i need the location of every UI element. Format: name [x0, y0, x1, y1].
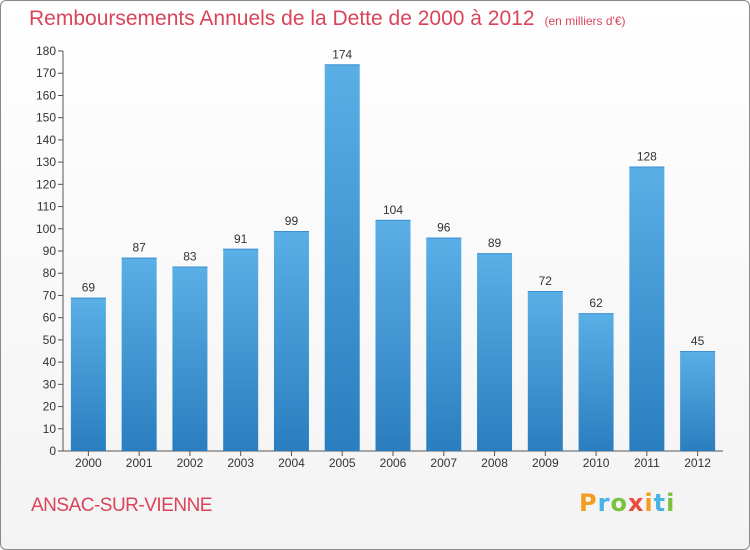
y-tick-label: 60	[43, 311, 57, 325]
logo-letter: P	[579, 489, 598, 517]
x-tick-label: 2008	[481, 456, 508, 470]
y-tick-label: 100	[36, 222, 56, 236]
bar	[426, 237, 462, 451]
data-label: 87	[132, 241, 146, 255]
chart-title-text: Remboursements Annuels de la Dette de 20…	[29, 7, 535, 30]
x-tick-label: 2011	[634, 456, 660, 470]
x-tick-label: 2004	[278, 456, 305, 470]
proxiti-logo: Proxiti	[579, 489, 675, 517]
data-label: 45	[691, 334, 705, 348]
data-label: 83	[183, 250, 197, 264]
data-label: 72	[539, 274, 553, 288]
bar	[527, 291, 563, 451]
x-tick-label: 2002	[177, 456, 204, 470]
y-tick-label: 0	[49, 444, 56, 458]
bar	[477, 253, 513, 451]
y-tick-label: 10	[43, 422, 57, 436]
y-tick-label: 150	[36, 111, 56, 125]
logo-letter: i	[644, 489, 654, 517]
bar	[375, 219, 411, 451]
x-tick-label: 2000	[75, 456, 102, 470]
bar	[172, 266, 208, 451]
data-label: 96	[437, 221, 451, 235]
x-tick-label: 2005	[329, 456, 356, 470]
y-tick-label: 40	[43, 355, 57, 369]
bar	[324, 64, 360, 452]
chart-title: Remboursements Annuels de la Dette de 20…	[29, 7, 626, 31]
y-tick-label: 20	[43, 400, 57, 414]
x-tick-label: 2001	[126, 456, 153, 470]
x-tick-label: 2010	[583, 456, 610, 470]
x-tick-label: 2006	[380, 456, 407, 470]
logo-letter: t	[653, 489, 667, 517]
x-tick-label: 2009	[532, 456, 559, 470]
logo-letter: o	[610, 489, 628, 517]
data-label: 91	[234, 232, 248, 246]
y-tick-label: 90	[43, 244, 57, 258]
y-tick-label: 110	[37, 200, 56, 214]
logo-letter: x	[627, 489, 645, 517]
data-label: 89	[488, 236, 502, 250]
data-label: 62	[589, 296, 603, 310]
y-tick-label: 160	[36, 88, 56, 102]
chart-unit: (en milliers d'€)	[544, 14, 626, 28]
x-tick-label: 2007	[430, 456, 457, 470]
bar	[629, 166, 665, 452]
bar	[578, 313, 614, 451]
bar	[273, 231, 309, 451]
logo-letter: i	[666, 489, 676, 517]
bar	[121, 257, 157, 451]
y-tick-label: 130	[36, 155, 56, 169]
y-tick-label: 140	[36, 133, 56, 147]
city-name: ANSAC-SUR-VIENNE	[31, 495, 212, 516]
data-label: 69	[82, 281, 96, 295]
y-tick-label: 80	[43, 266, 57, 280]
y-tick-label: 30	[43, 377, 57, 391]
bar	[70, 297, 106, 451]
y-tick-label: 180	[36, 44, 56, 58]
chart-bars: 69 87 83 91 99 174 104 96 89 72 62 128 45	[70, 47, 716, 452]
bar	[680, 351, 716, 451]
x-tick-label: 2012	[684, 456, 711, 470]
data-label: 104	[383, 203, 403, 217]
y-tick-label: 170	[36, 66, 56, 80]
y-tick-label: 50	[43, 333, 57, 347]
data-label: 174	[332, 47, 352, 61]
x-tick-label: 2003	[227, 456, 254, 470]
data-label: 99	[285, 214, 299, 228]
bar	[223, 248, 259, 451]
y-tick-label: 70	[43, 288, 57, 302]
y-tick-label: 120	[36, 177, 56, 191]
logo-letter: r	[597, 489, 611, 517]
data-label: 128	[637, 150, 657, 164]
